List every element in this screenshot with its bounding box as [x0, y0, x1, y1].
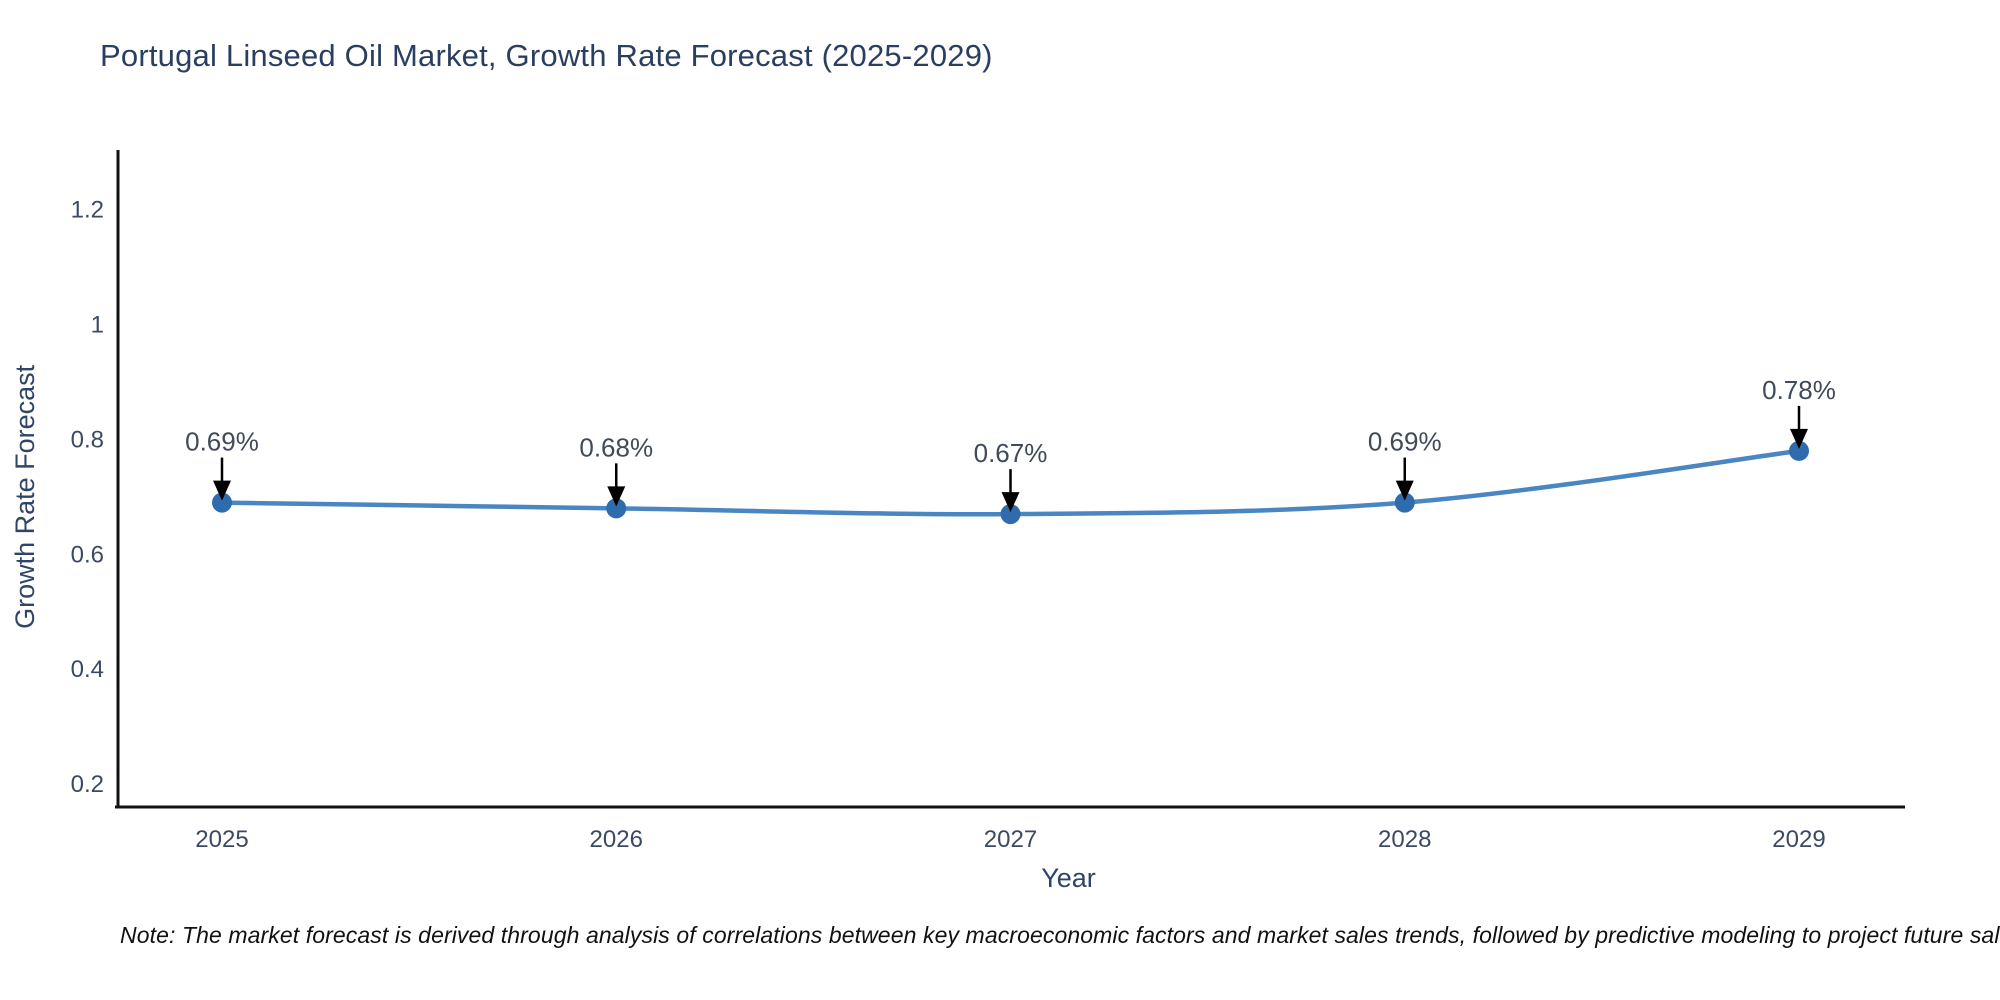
annotation-arrowhead — [1395, 480, 1414, 501]
y-tick-label: 0.2 — [71, 771, 104, 798]
data-point-2026[interactable] — [606, 498, 627, 519]
x-tick-label: 2026 — [590, 826, 643, 853]
annotation-value-label: 0.69% — [185, 427, 259, 457]
data-point-2028[interactable] — [1394, 492, 1415, 513]
y-tick-label: 0.4 — [71, 656, 104, 683]
annotation-arrowhead — [213, 480, 231, 501]
x-axis-title: Year — [1041, 863, 1096, 893]
annotation-value-label: 0.69% — [1368, 427, 1442, 457]
annotation-arrowhead — [607, 486, 626, 507]
y-axis-title: Growth Rate Forecast — [10, 364, 40, 629]
annotation-value-label: 0.78% — [1762, 375, 1836, 405]
annotation-value-label: 0.67% — [974, 438, 1048, 468]
annotation-arrowhead — [1001, 492, 1020, 513]
y-tick-label: 0.6 — [71, 541, 104, 568]
chart-title: Portugal Linseed Oil Market, Growth Rate… — [100, 38, 993, 73]
y-tick-label: 1 — [91, 312, 104, 339]
data-point-2029[interactable] — [1789, 440, 1809, 461]
data-point-2027[interactable] — [1000, 504, 1021, 525]
annotation-value-label: 0.68% — [579, 432, 653, 462]
x-tick-label: 2025 — [195, 826, 248, 853]
y-tick-label: 1.2 — [71, 197, 104, 224]
y-tick-label: 0.8 — [71, 426, 104, 453]
x-tick-label: 2029 — [1772, 826, 1825, 853]
x-tick-label: 2027 — [984, 826, 1037, 853]
annotation-arrowhead — [1790, 428, 1808, 449]
note-text: Note: The market forecast is derived thr… — [120, 922, 2000, 948]
data-point-2025[interactable] — [212, 492, 232, 513]
x-tick-label: 2028 — [1378, 826, 1431, 853]
